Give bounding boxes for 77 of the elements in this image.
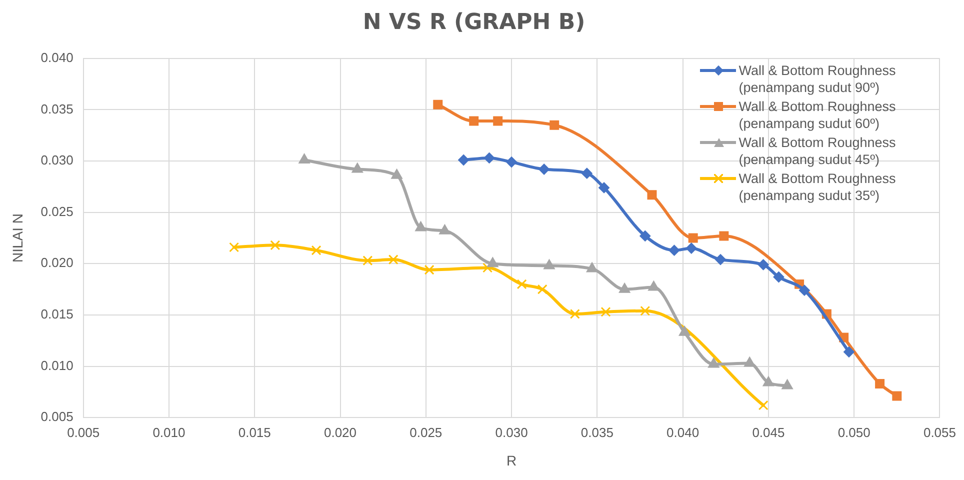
y-tick-label: 0.030 [40, 152, 74, 168]
point [424, 264, 434, 275]
x-tick-label: 0.020 [324, 424, 357, 440]
point [618, 282, 630, 293]
point [415, 221, 426, 232]
point [640, 306, 650, 316]
point [782, 379, 793, 390]
point [352, 162, 364, 173]
x-tick-label: 0.005 [67, 424, 100, 440]
point [798, 284, 810, 296]
point [486, 257, 498, 268]
y-tick-label: 0.010 [40, 358, 74, 373]
x-tick-label: 0.040 [666, 424, 700, 440]
point [648, 280, 660, 291]
y-tick-label: 0.040 [40, 50, 74, 65]
x-tick-label: 0.010 [152, 424, 186, 440]
x-tick-label: 0.030 [495, 424, 528, 440]
point [586, 262, 598, 272]
point [439, 224, 450, 234]
point [270, 240, 280, 250]
point [758, 259, 769, 270]
point [482, 262, 493, 273]
legend-label: Wall & Bottom Roughness (penampang sudut 60º) [738, 98, 897, 132]
point [875, 378, 885, 388]
y-tick-label: 0.025 [40, 204, 74, 219]
point [469, 116, 479, 126]
point [391, 168, 402, 179]
legend-label: Wall & Bottom Roughness (penampang sudut 35º) [738, 170, 897, 204]
point [538, 164, 550, 175]
point [843, 346, 854, 358]
point [493, 116, 503, 126]
point [388, 254, 398, 265]
point [229, 242, 240, 252]
point [762, 376, 774, 386]
point [688, 233, 698, 243]
x-tick-label: 0.025 [410, 424, 442, 440]
point [758, 400, 768, 410]
legend-label: Wall & Bottom Roughness (penampang sudut 45º) [738, 134, 897, 168]
point [516, 279, 527, 290]
point [298, 154, 310, 164]
point [773, 272, 784, 282]
point [640, 230, 651, 242]
point [311, 245, 322, 256]
chart-title: N VS R (GRAPH B) [362, 10, 586, 35]
point [892, 391, 902, 401]
x-axis-title: R [506, 452, 517, 468]
point [550, 120, 560, 130]
y-tick-label: 0.035 [40, 101, 74, 116]
point [484, 152, 495, 164]
x-tick-label: 0.035 [580, 424, 614, 440]
point [708, 358, 720, 368]
point [600, 306, 611, 317]
point [581, 168, 592, 179]
x-tick-label: 0.055 [923, 424, 956, 440]
point [714, 254, 726, 266]
point [362, 256, 373, 266]
point [433, 100, 443, 110]
point [544, 259, 555, 270]
point [598, 182, 610, 194]
point [719, 231, 729, 241]
point [678, 326, 690, 336]
point [647, 190, 657, 200]
y-tick-label: 0.015 [40, 306, 74, 322]
point [668, 244, 680, 256]
point [744, 356, 756, 367]
y-axis-title: NILAI N [9, 213, 26, 263]
y-tick-label: 0.020 [40, 255, 74, 270]
point [537, 284, 548, 294]
point [570, 308, 580, 319]
y-tick-label: 0.005 [40, 409, 74, 424]
x-tick-label: 0.045 [752, 424, 785, 440]
legend-label: Wall & Bottom Roughness (penampang sudut 90º) [738, 62, 897, 96]
x-tick-label: 0.050 [838, 424, 870, 440]
point [458, 154, 470, 166]
point [506, 156, 518, 168]
x-tick-label: 0.015 [238, 424, 271, 440]
point [686, 242, 697, 254]
